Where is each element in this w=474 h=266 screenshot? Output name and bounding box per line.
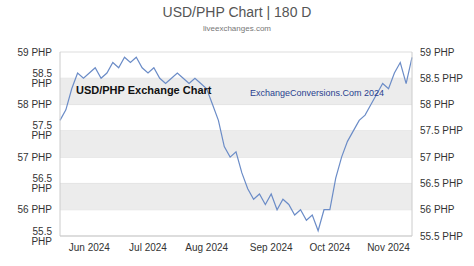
html-text:ExchangeConversions.Com 2024: ExchangeConversions.Com 2024 <box>250 88 385 98</box>
svg-text:Jun 2024: Jun 2024 <box>69 242 111 253</box>
svg-text:56.5PHP: 56.5PHP <box>31 173 52 194</box>
svg-text:58.5PHP: 58.5PHP <box>31 68 52 89</box>
svg-text:58 PHP: 58 PHP <box>18 99 53 110</box>
html-text:liveexchanges.com: liveexchanges.com <box>203 24 271 33</box>
svg-text:56 PHP: 56 PHP <box>18 204 53 215</box>
svg-text:Nov 2024: Nov 2024 <box>367 242 410 253</box>
svg-text:57 PHP: 57 PHP <box>18 152 53 163</box>
svg-text:Jul 2024: Jul 2024 <box>129 242 167 253</box>
svg-text:59 PHP: 59 PHP <box>420 47 455 58</box>
svg-text:Sep 2024: Sep 2024 <box>250 242 293 253</box>
svg-text:57.5 PHP: 57.5 PHP <box>420 125 463 136</box>
html-text:USD/PHP Chart | 180 D: USD/PHP Chart | 180 D <box>162 4 312 20</box>
svg-text:57 PHP: 57 PHP <box>420 152 455 163</box>
svg-text:56 PHP: 56 PHP <box>420 204 455 215</box>
svg-text:58.5 PHP: 58.5 PHP <box>420 73 463 84</box>
svg-text:Aug 2024: Aug 2024 <box>185 242 228 253</box>
html-text:USD/PHP Exchange Chart: USD/PHP Exchange Chart <box>76 84 212 96</box>
svg-text:57.5PHP: 57.5PHP <box>31 120 52 141</box>
svg-text:59 PHP: 59 PHP <box>18 47 53 58</box>
svg-text:55.5PHP: 55.5PHP <box>31 226 52 247</box>
svg-text:56.5 PHP: 56.5 PHP <box>420 178 463 189</box>
svg-text:55.5 PHP: 55.5 PHP <box>420 231 463 242</box>
svg-text:Oct 2024: Oct 2024 <box>310 242 351 253</box>
svg-text:58 PHP: 58 PHP <box>420 99 455 110</box>
